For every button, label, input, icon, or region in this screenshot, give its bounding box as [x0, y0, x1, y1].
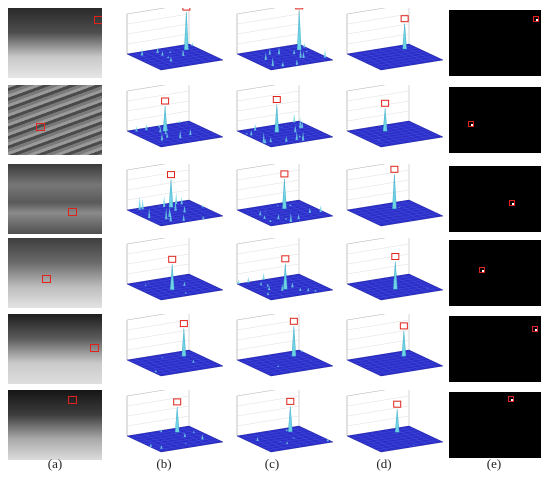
response-peak — [288, 406, 293, 432]
response-peak — [274, 104, 280, 133]
target-pixel — [510, 398, 513, 401]
infrared-image — [8, 390, 102, 460]
target-marker — [280, 170, 289, 178]
detected-target — [468, 121, 474, 127]
target-marker — [68, 208, 77, 216]
target-marker — [286, 397, 295, 405]
target-marker — [168, 255, 177, 263]
response-peak — [402, 23, 407, 50]
target-marker — [68, 396, 77, 404]
response-peak — [162, 105, 168, 132]
target-marker — [400, 15, 409, 23]
response-surface-plot — [335, 238, 445, 308]
response-peak — [169, 264, 175, 290]
target-marker — [399, 322, 408, 330]
target-marker — [272, 96, 281, 103]
response-surface-plot — [225, 238, 335, 308]
response-peak — [181, 328, 187, 357]
detection-result — [449, 10, 541, 76]
caption-b: (b) — [156, 456, 172, 471]
target-marker — [179, 320, 188, 328]
target-pixel — [481, 269, 484, 272]
response-peak — [393, 261, 398, 290]
detected-target — [532, 326, 538, 332]
detection-result — [449, 316, 541, 382]
caption-e: (e) — [486, 456, 502, 471]
infrared-image — [8, 314, 102, 384]
caption-d: (d) — [376, 456, 392, 471]
target-marker — [94, 16, 102, 24]
target-marker — [289, 317, 298, 325]
response-surface-plot — [225, 314, 335, 384]
infrared-image — [8, 85, 102, 155]
target-pixel — [511, 202, 514, 205]
detection-result — [449, 166, 541, 232]
response-peak — [282, 178, 287, 209]
target-marker — [161, 97, 170, 105]
target-marker — [36, 123, 45, 131]
response-surface-plot — [225, 164, 335, 234]
response-peak — [401, 330, 407, 357]
caption-c: (c) — [264, 456, 280, 471]
target-marker — [182, 8, 191, 11]
response-surface-plot — [115, 390, 225, 460]
response-surface-plot — [335, 390, 445, 460]
response-surface-plot — [225, 390, 335, 460]
response-surface-plot — [335, 164, 445, 234]
target-pixel — [534, 328, 537, 331]
detection-result — [449, 87, 541, 153]
response-surface-plot — [225, 8, 335, 78]
detected-target — [479, 267, 485, 273]
response-surface-plot — [115, 314, 225, 384]
response-peak — [392, 174, 397, 209]
target-marker — [173, 398, 182, 406]
detected-target — [533, 16, 539, 22]
infrared-image — [8, 164, 102, 234]
target-marker — [167, 171, 175, 179]
response-surface-plot — [115, 238, 225, 308]
infrared-image — [8, 8, 102, 78]
target-marker — [381, 99, 390, 107]
response-surface-plot — [115, 164, 225, 234]
detection-result — [449, 392, 541, 458]
detected-target — [509, 200, 515, 206]
response-peak — [297, 10, 302, 51]
response-peak — [394, 409, 400, 433]
target-marker — [90, 344, 99, 352]
response-peak — [184, 12, 189, 50]
target-marker — [393, 400, 402, 408]
response-peak — [168, 179, 174, 208]
response-surface-plot — [335, 8, 445, 78]
response-surface-plot — [335, 85, 445, 155]
response-peak — [283, 263, 288, 290]
response-surface-plot — [335, 314, 445, 384]
response-surface-plot — [115, 85, 225, 155]
caption-a: (a) — [47, 456, 63, 471]
detected-target — [508, 396, 514, 402]
target-marker — [42, 275, 51, 283]
target-pixel — [535, 18, 538, 21]
target-pixel — [470, 123, 473, 126]
target-marker — [295, 8, 304, 10]
detection-result — [449, 240, 541, 306]
response-peak — [291, 326, 297, 357]
response-peak — [174, 406, 180, 433]
response-surface-plot — [225, 85, 335, 155]
target-marker — [390, 165, 399, 173]
response-surface-plot — [115, 8, 225, 78]
target-marker — [281, 255, 290, 263]
response-peak — [382, 108, 388, 132]
infrared-image — [8, 238, 102, 308]
target-marker — [391, 253, 400, 260]
